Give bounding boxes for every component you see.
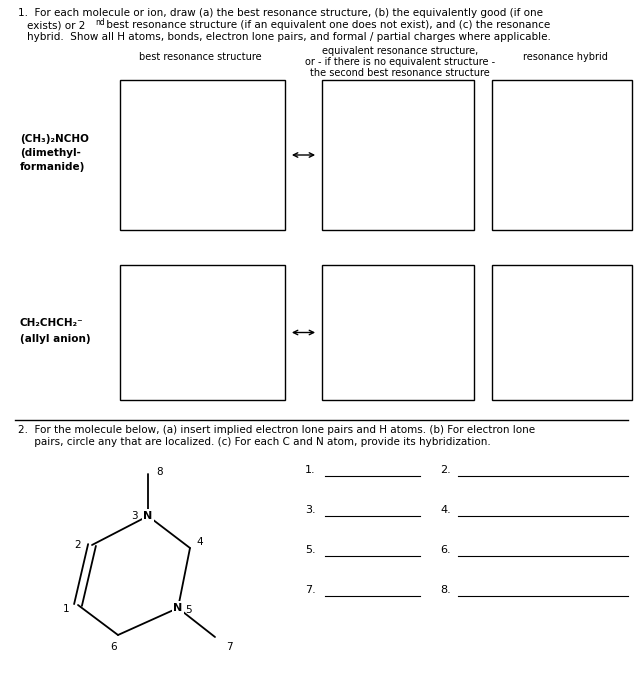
Text: pairs, circle any that are localized. (c) For each C and N atom, provide its hyb: pairs, circle any that are localized. (c… bbox=[18, 437, 491, 447]
Bar bbox=[120, 265, 285, 400]
Text: (allyl anion): (allyl anion) bbox=[20, 333, 91, 344]
Text: 5: 5 bbox=[185, 605, 192, 615]
Text: 6: 6 bbox=[111, 642, 117, 652]
Text: hybrid.  Show all H atoms, bonds, electron lone pairs, and formal / partial char: hybrid. Show all H atoms, bonds, electro… bbox=[27, 32, 551, 42]
Text: resonance hybrid: resonance hybrid bbox=[523, 52, 608, 62]
Text: equivalent resonance structure,: equivalent resonance structure, bbox=[322, 46, 478, 56]
Text: N: N bbox=[143, 511, 152, 521]
Text: 2.: 2. bbox=[440, 465, 451, 475]
Text: 2.  For the molecule below, (a) insert implied electron lone pairs and H atoms. : 2. For the molecule below, (a) insert im… bbox=[18, 425, 535, 435]
Text: nd: nd bbox=[95, 18, 105, 27]
Text: (dimethyl-: (dimethyl- bbox=[20, 148, 81, 158]
Text: 8.: 8. bbox=[440, 585, 451, 595]
Bar bbox=[492, 265, 632, 400]
Bar bbox=[322, 80, 474, 230]
Text: 2: 2 bbox=[75, 540, 81, 550]
Bar bbox=[492, 80, 632, 230]
Text: 7: 7 bbox=[226, 642, 232, 652]
Bar bbox=[322, 265, 474, 400]
Text: 3.: 3. bbox=[305, 505, 316, 515]
Text: 1.  For each molecule or ion, draw (a) the best resonance structure, (b) the equ: 1. For each molecule or ion, draw (a) th… bbox=[18, 8, 543, 18]
Text: the second best resonance structure: the second best resonance structure bbox=[310, 68, 490, 78]
Text: 1: 1 bbox=[62, 604, 69, 614]
Text: exists) or 2: exists) or 2 bbox=[27, 20, 86, 30]
Text: (CH₃)₂NCHO: (CH₃)₂NCHO bbox=[20, 134, 89, 144]
Text: 5.: 5. bbox=[305, 545, 316, 555]
Bar bbox=[120, 80, 285, 230]
Text: 1.: 1. bbox=[305, 465, 316, 475]
Text: 4: 4 bbox=[197, 537, 203, 547]
Text: formanide): formanide) bbox=[20, 162, 86, 172]
Text: 8: 8 bbox=[157, 467, 163, 477]
Text: CH₂CHCH₂⁻: CH₂CHCH₂⁻ bbox=[20, 318, 84, 328]
Text: best resonance structure (if an equivalent one does not exist), and (c) the reso: best resonance structure (if an equivale… bbox=[103, 20, 550, 30]
Text: 4.: 4. bbox=[440, 505, 451, 515]
Text: N: N bbox=[174, 603, 183, 613]
Text: 6.: 6. bbox=[440, 545, 451, 555]
Text: or - if there is no equivalent structure -: or - if there is no equivalent structure… bbox=[305, 57, 495, 67]
Text: best resonance structure: best resonance structure bbox=[139, 52, 261, 62]
Text: 7.: 7. bbox=[305, 585, 316, 595]
Text: 3: 3 bbox=[131, 511, 138, 521]
